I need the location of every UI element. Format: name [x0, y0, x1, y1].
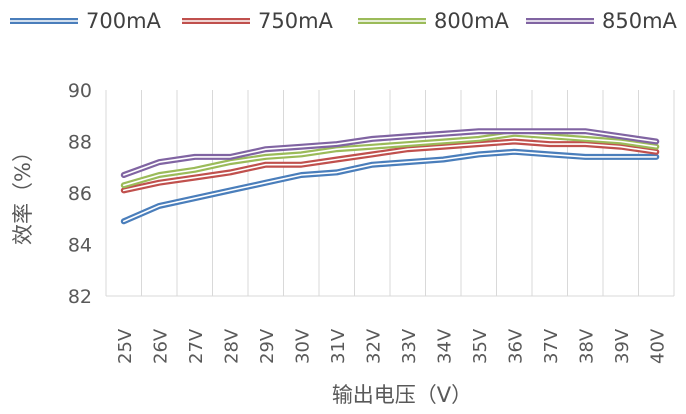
y-axis-ticks: 82 84 86 88 90: [68, 80, 92, 308]
series-750ma: [120, 138, 660, 194]
x-tick-label: 36V: [505, 328, 526, 364]
series-line-center: [123, 151, 658, 223]
y-tick-label: 82: [68, 286, 92, 308]
series-800ma: [120, 130, 660, 189]
series-700ma: [120, 148, 660, 225]
legend-item-850ma: 850mA: [526, 9, 678, 33]
y-tick-label: 86: [68, 183, 92, 205]
x-tick-label: 27V: [186, 328, 207, 364]
x-tick-label: 30V: [292, 328, 313, 364]
y-tick-label: 84: [68, 235, 92, 257]
x-axis-title: 输出电压（V）: [332, 383, 472, 407]
x-tick-label: 40V: [647, 328, 668, 364]
legend-label: 750mA: [258, 9, 334, 33]
y-tick-label: 90: [68, 80, 92, 102]
legend-item-700ma: 700mA: [10, 9, 162, 33]
x-tick-label: 25V: [115, 328, 136, 364]
series-850ma: [120, 128, 660, 178]
x-tick-label: 28V: [221, 328, 242, 364]
series-line-center: [123, 130, 658, 176]
series-lines: [120, 128, 660, 225]
x-tick-label: 34V: [434, 328, 455, 364]
x-tick-label: 38V: [576, 328, 597, 364]
y-tick-label: 88: [68, 132, 92, 154]
x-tick-label: 26V: [150, 328, 171, 364]
legend-item-800ma: 800mA: [358, 9, 510, 33]
legend-label: 800mA: [434, 9, 510, 33]
vertical-gridlines: [105, 90, 675, 296]
x-tick-label: 29V: [257, 328, 278, 364]
x-tick-label: 33V: [399, 328, 420, 364]
series-line-center: [123, 133, 658, 187]
legend-item-750ma: 750mA: [182, 9, 334, 33]
x-axis-ticks: 25V 26V 27V 28V 29V 30V 31V 32V 33V 34V 35V 36V 37V 3…: [115, 328, 669, 364]
x-tick-label: 31V: [328, 328, 349, 364]
x-tick-label: 37V: [541, 328, 562, 364]
x-tick-label: 39V: [612, 328, 633, 364]
legend: 700mA 750mA 800mA 850mA: [10, 9, 678, 33]
y-axis-title: 效率（%）: [11, 141, 35, 245]
x-tick-label: 35V: [470, 328, 491, 364]
legend-label: 700mA: [86, 9, 162, 33]
legend-label: 850mA: [602, 9, 678, 33]
series-line-center: [123, 140, 658, 192]
x-tick-label: 32V: [363, 328, 384, 364]
